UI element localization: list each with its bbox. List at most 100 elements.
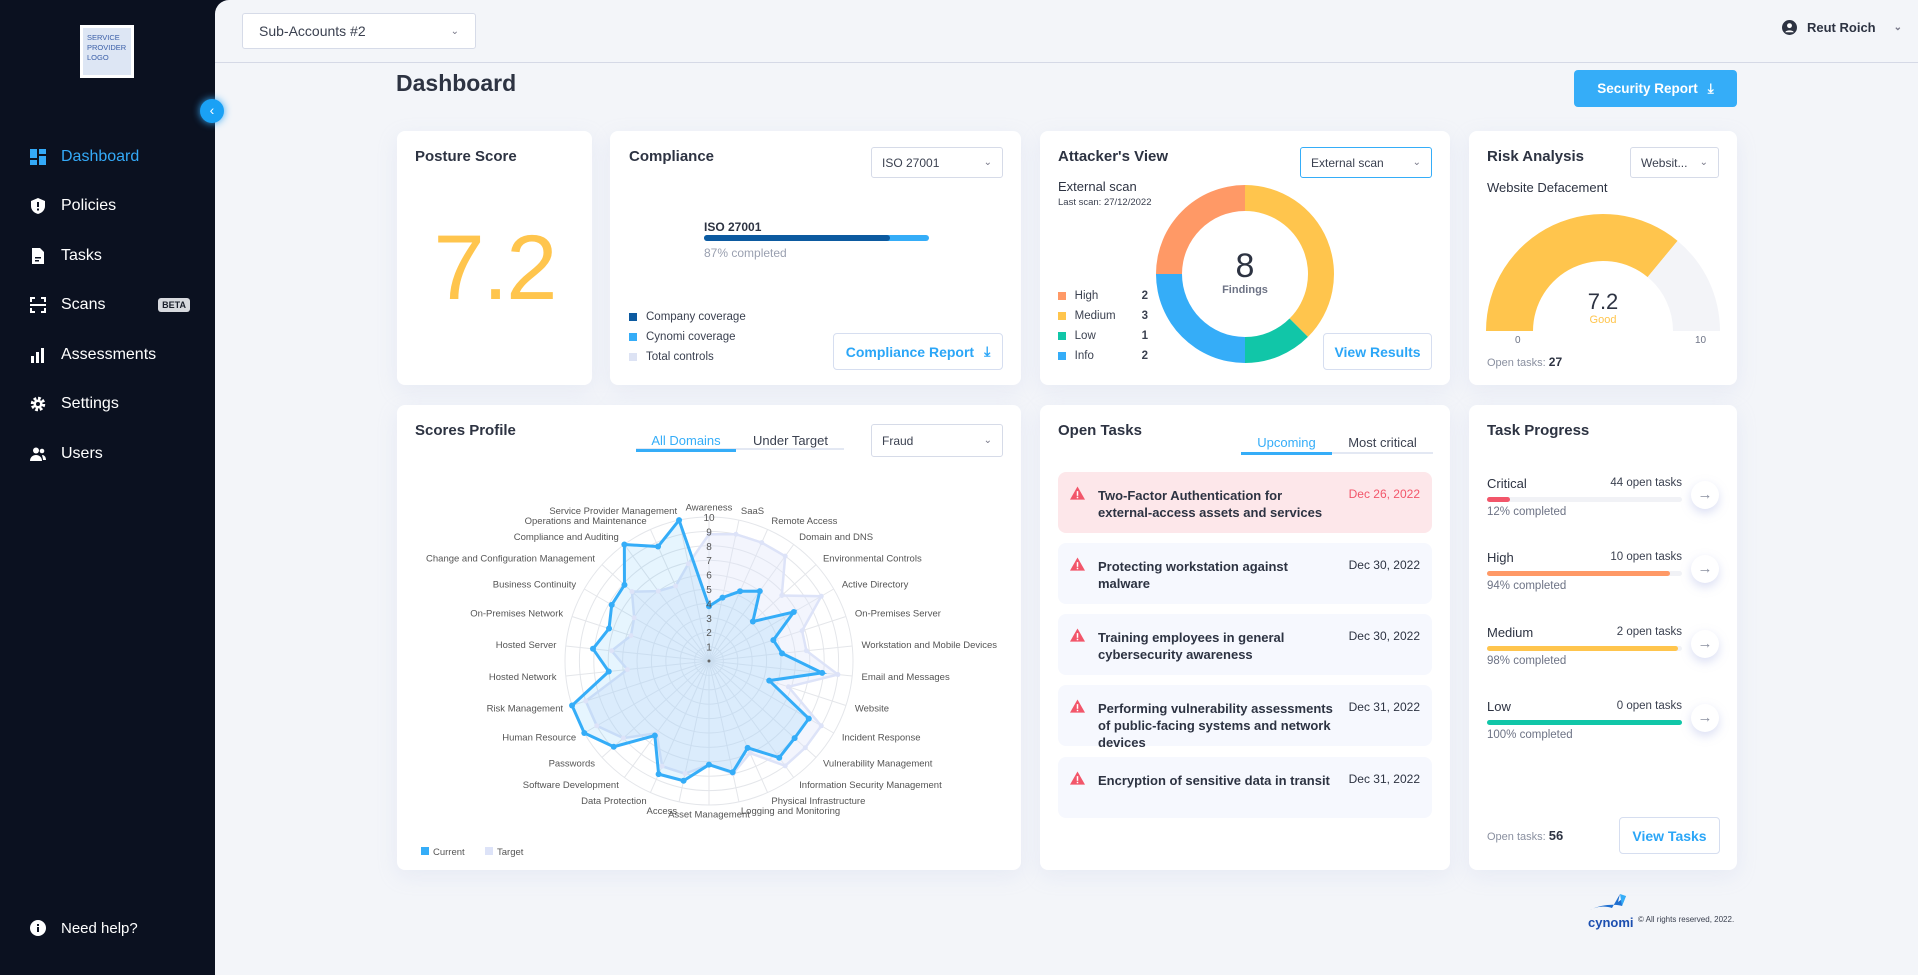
task-due-date: Dec 30, 2022 bbox=[1348, 629, 1420, 643]
brand-text: cynomi bbox=[1588, 915, 1634, 930]
gauge-value-arc bbox=[1486, 213, 1678, 331]
radar-axis-label: Environmental Controls bbox=[823, 553, 922, 564]
task-item[interactable]: Two-Factor Authentication for external-a… bbox=[1058, 472, 1432, 533]
last-scan: Last scan: 27/12/2022 bbox=[1058, 197, 1152, 208]
task-item[interactable]: Training employees in general cybersecur… bbox=[1058, 614, 1432, 675]
radar-axis-label: Active Directory bbox=[842, 579, 909, 590]
radar-point-current bbox=[776, 754, 783, 761]
radar-axis-label: Access bbox=[646, 806, 677, 817]
chevron-down-icon: ⌄ bbox=[1893, 22, 1903, 33]
tab-upcoming[interactable]: Upcoming bbox=[1241, 435, 1332, 455]
radar-point-current bbox=[719, 594, 726, 601]
task-title: Protecting workstation against malware bbox=[1098, 559, 1288, 591]
legend-label: Current bbox=[433, 847, 465, 858]
chevron-down-icon: ⌄ bbox=[983, 157, 992, 168]
findings-legend: High 2 Medium 3 Low 1 Info 2 bbox=[1058, 290, 1148, 362]
radar-point-current bbox=[770, 637, 777, 644]
need-help-link[interactable]: Need help? bbox=[30, 916, 190, 940]
legend-value: 1 bbox=[1141, 330, 1148, 342]
donut-segment-high bbox=[1156, 185, 1245, 274]
bar-chart-icon bbox=[31, 348, 44, 363]
warning-icon bbox=[1070, 699, 1085, 713]
tab-most-critical[interactable]: Most critical bbox=[1348, 435, 1417, 450]
radar-point-target bbox=[706, 531, 712, 537]
sidebar-item-users[interactable]: Users bbox=[30, 442, 190, 466]
view-results-button[interactable]: View Results bbox=[1323, 333, 1432, 370]
risk-scenario-select[interactable]: Websit... ⌄ bbox=[1630, 147, 1719, 178]
sidebar-item-policies[interactable]: Policies bbox=[30, 194, 190, 218]
radar-point-target bbox=[620, 735, 626, 741]
radar-axis-label: Passwords bbox=[549, 759, 596, 770]
radar-point-current bbox=[621, 541, 628, 548]
radar-axis-label: Domain and DNS bbox=[799, 532, 873, 543]
sidebar-item-settings[interactable]: Settings bbox=[30, 392, 190, 416]
select-value: Fraud bbox=[882, 433, 914, 448]
sidebar-item-dashboard[interactable]: Dashboard bbox=[30, 145, 190, 169]
task-item[interactable]: Protecting workstation against malware D… bbox=[1058, 543, 1432, 604]
warning-icon bbox=[1070, 628, 1085, 642]
account-select[interactable]: Sub-Accounts #2 ⌄ bbox=[242, 13, 476, 49]
scan-label: External scan bbox=[1058, 179, 1137, 194]
radar-point-current bbox=[605, 668, 612, 675]
task-progress-card: Task Progress Critical 44 open tasks 12%… bbox=[1469, 405, 1737, 870]
radar-axis-label: Software Development bbox=[523, 780, 619, 791]
scan-type-select[interactable]: External scan ⌄ bbox=[1300, 147, 1432, 178]
gauge-remaining-arc bbox=[1647, 240, 1720, 331]
attackers-view-card: Attacker's View External scan ⌄ External … bbox=[1040, 131, 1450, 385]
compliance-framework-select[interactable]: ISO 27001 ⌄ bbox=[871, 147, 1003, 178]
page-title: Dashboard bbox=[396, 70, 517, 96]
percent-completed: 100% completed bbox=[1487, 729, 1573, 741]
topbar-divider bbox=[215, 62, 1918, 63]
finding-legend-high: High 2 bbox=[1058, 290, 1148, 302]
chevron-down-icon: ⌄ bbox=[983, 435, 992, 446]
radar-spoke bbox=[623, 660, 710, 778]
legend-swatch bbox=[629, 313, 637, 321]
scores-filter-select[interactable]: Fraud ⌄ bbox=[871, 424, 1003, 457]
card-title: Open Tasks bbox=[1058, 422, 1142, 439]
user-menu[interactable]: Reut Roich ⌄ bbox=[1782, 20, 1902, 35]
open-tasks-label: Open tasks: bbox=[1487, 831, 1546, 843]
sidebar-item-assessments[interactable]: Assessments bbox=[30, 343, 190, 367]
view-tasks-button[interactable]: View Tasks bbox=[1619, 817, 1720, 854]
arrow-right-icon[interactable]: → bbox=[1691, 704, 1719, 732]
radar-tick-label: 3 bbox=[706, 614, 712, 625]
radar-spoke bbox=[584, 660, 710, 734]
radar-point-current bbox=[706, 603, 712, 610]
download-icon: ⤓ bbox=[984, 343, 991, 359]
select-value: External scan bbox=[1311, 155, 1384, 170]
security-report-button[interactable]: Security Report ⤓ bbox=[1574, 70, 1737, 107]
shield-icon bbox=[31, 198, 45, 214]
radar-tick-label: 10 bbox=[703, 513, 715, 524]
arrow-right-icon[interactable]: → bbox=[1691, 630, 1719, 658]
legend-value: 3 bbox=[1141, 310, 1148, 322]
task-item[interactable]: Encryption of sensitive data in transit … bbox=[1058, 757, 1432, 818]
progress-bar bbox=[1487, 646, 1682, 651]
radar-spoke bbox=[708, 529, 769, 662]
compliance-report-button[interactable]: Compliance Report ⤓ bbox=[833, 333, 1003, 370]
warning-icon bbox=[1070, 486, 1085, 500]
radar-point-current bbox=[606, 625, 613, 632]
radar-point-target bbox=[782, 553, 788, 559]
radar-point-current bbox=[569, 702, 576, 709]
sidebar-item-scans[interactable]: Scans BETA bbox=[30, 293, 190, 317]
download-icon: ⤓ bbox=[1707, 80, 1714, 96]
tab-all-domains[interactable]: All Domains bbox=[636, 433, 736, 452]
progress-fill bbox=[1487, 571, 1671, 576]
radar-point-current bbox=[651, 732, 658, 739]
arrow-right-icon[interactable]: → bbox=[1691, 555, 1719, 583]
radar-point-target bbox=[682, 771, 688, 777]
radar-point-target bbox=[629, 589, 635, 595]
percent-completed: 98% completed bbox=[1487, 655, 1567, 667]
sidebar-item-tasks[interactable]: Tasks bbox=[30, 244, 190, 268]
open-tasks-card: Open Tasks Upcoming Most critical Two-Fa… bbox=[1040, 405, 1450, 870]
sidebar: SERVICE PROVIDER LOGO Dashboard Policies… bbox=[0, 0, 215, 975]
radar-axis-label: On-Premises Server bbox=[855, 609, 941, 620]
scores-profile-card: Scores Profile All Domains Under Target … bbox=[397, 405, 1021, 870]
task-item[interactable]: Performing vulnerability assessments of … bbox=[1058, 685, 1432, 750]
radar-point-current bbox=[589, 645, 596, 652]
framework-name: ISO 27001 bbox=[704, 220, 762, 234]
tab-under-target[interactable]: Under Target bbox=[753, 433, 828, 448]
collapse-sidebar-button[interactable]: ‹ bbox=[200, 99, 224, 123]
arrow-right-icon[interactable]: → bbox=[1691, 481, 1719, 509]
radar-axis-label: Business Continuity bbox=[493, 579, 577, 590]
